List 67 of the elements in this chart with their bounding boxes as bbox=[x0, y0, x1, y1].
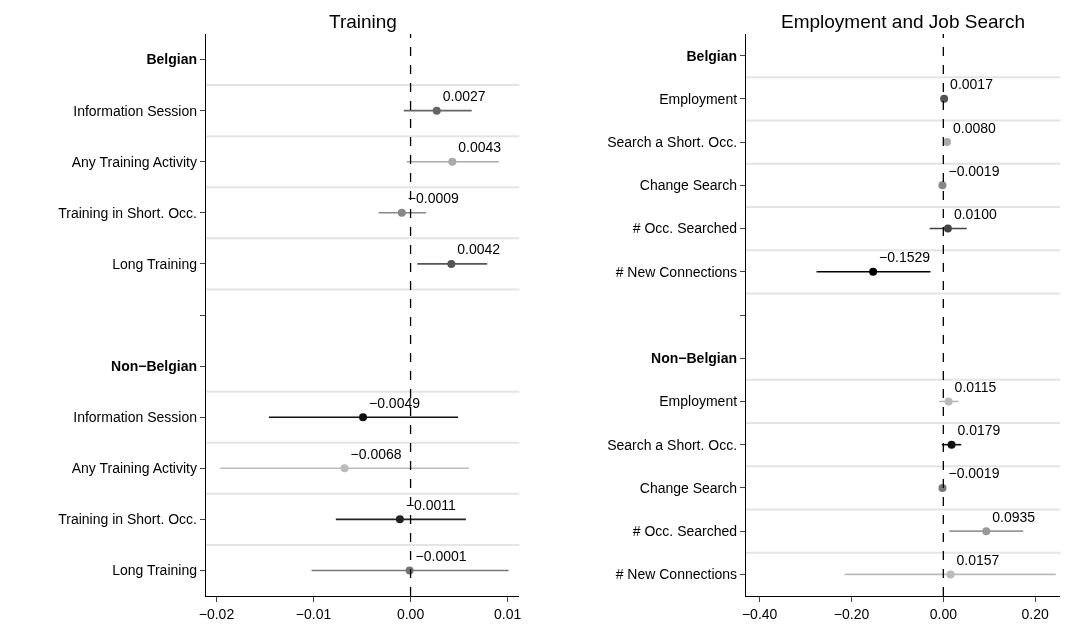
data-label: 0.0100 bbox=[953, 206, 997, 223]
y-tick-label: Employment bbox=[659, 90, 738, 107]
chart-title: Employment and Job Search bbox=[781, 11, 1025, 32]
x-tick-label: −0.40 bbox=[741, 605, 778, 622]
data-label: −0.0049 bbox=[369, 394, 421, 411]
chart-title: Training bbox=[329, 11, 397, 32]
y-tick-label: Change Search bbox=[639, 479, 738, 496]
y-tick-label: Information Session bbox=[73, 409, 197, 426]
data-label: 0.0935 bbox=[992, 508, 1036, 525]
point bbox=[947, 440, 956, 449]
y-tick-label: # Occ. Searched bbox=[632, 523, 738, 540]
x-tick-label: 0.20 bbox=[1021, 605, 1049, 622]
x-tick-label: −0.02 bbox=[198, 605, 235, 622]
data-label: −0.0019 bbox=[948, 162, 1000, 179]
data-label: −0.0009 bbox=[407, 190, 460, 207]
data-label: −0.0019 bbox=[948, 465, 1000, 482]
point bbox=[943, 224, 952, 233]
point bbox=[938, 483, 947, 492]
point bbox=[397, 208, 406, 217]
point bbox=[448, 157, 457, 166]
x-tick-label: −0.01 bbox=[295, 605, 332, 622]
y-tick-label: Non−Belgian bbox=[111, 357, 197, 374]
data-label: 0.0027 bbox=[442, 88, 486, 105]
point bbox=[943, 138, 951, 147]
data-label: 0.0179 bbox=[957, 422, 1001, 439]
point bbox=[938, 181, 947, 190]
data-label: 0.0080 bbox=[953, 119, 997, 136]
data-label: −0.1529 bbox=[879, 249, 931, 266]
y-tick-label: # New Connections bbox=[615, 566, 738, 583]
x-tick-label: −0.20 bbox=[833, 605, 870, 622]
point bbox=[982, 527, 991, 536]
y-tick-label: Any Training Activity bbox=[71, 460, 197, 477]
y-tick-label: Employment bbox=[659, 393, 738, 410]
data-label: 0.0043 bbox=[458, 139, 502, 156]
y-tick-label: Information Session bbox=[73, 102, 197, 119]
point bbox=[946, 570, 955, 579]
data-label: 0.0157 bbox=[956, 551, 1000, 568]
point bbox=[432, 106, 441, 115]
data-label: −0.0068 bbox=[350, 445, 402, 462]
y-tick-label: Belgian bbox=[146, 51, 197, 68]
y-tick-label: Long Training bbox=[112, 255, 197, 272]
y-tick-label: # New Connections bbox=[615, 263, 738, 280]
x-tick-label: 0.00 bbox=[929, 605, 958, 622]
point bbox=[359, 413, 368, 422]
y-tick-label: Belgian bbox=[686, 47, 738, 64]
y-tick-label: # Occ. Searched bbox=[632, 220, 738, 237]
data-label: 0.0115 bbox=[954, 378, 997, 395]
point bbox=[944, 397, 953, 406]
data-label: −0.0011 bbox=[405, 496, 457, 513]
point bbox=[940, 94, 949, 103]
point bbox=[447, 259, 456, 268]
y-tick-label: Any Training Activity bbox=[71, 153, 197, 170]
y-tick-label: Non−Belgian bbox=[651, 350, 738, 367]
y-tick-label: Training in Short. Occ. bbox=[58, 511, 197, 528]
data-label: −0.0001 bbox=[415, 547, 467, 564]
y-tick-label: Change Search bbox=[639, 177, 738, 194]
point bbox=[395, 515, 404, 524]
y-tick-label: Training in Short. Occ. bbox=[58, 204, 197, 221]
x-tick-label: 0.00 bbox=[396, 605, 425, 622]
y-tick-label: Search a Short. Occ. bbox=[607, 133, 738, 150]
point bbox=[869, 267, 878, 276]
y-tick-label: Search a Short. Occ. bbox=[607, 436, 738, 453]
y-tick-label: Long Training bbox=[112, 562, 197, 579]
point bbox=[340, 464, 349, 473]
data-label: 0.0042 bbox=[457, 241, 501, 258]
x-tick-label: 0.01 bbox=[493, 605, 522, 622]
data-label: 0.0017 bbox=[950, 76, 994, 93]
